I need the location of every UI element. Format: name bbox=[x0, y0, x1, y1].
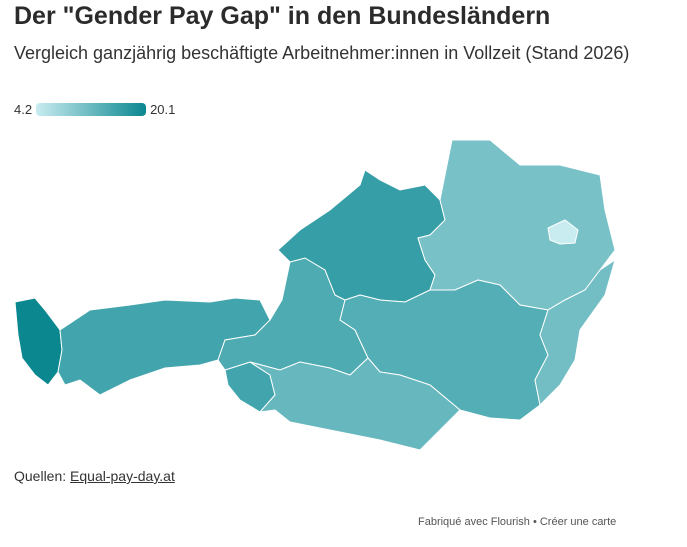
region[interactable] bbox=[534, 258, 616, 407]
legend-max: 20.1 bbox=[150, 102, 176, 117]
region[interactable] bbox=[14, 297, 63, 386]
source: Quellen: Equal-pay-day.at bbox=[14, 468, 175, 484]
source-label: Quellen: bbox=[14, 468, 67, 484]
region[interactable] bbox=[547, 219, 579, 245]
map bbox=[14, 139, 616, 451]
credit[interactable]: Fabriqué avec Flourish • Créer une carte bbox=[418, 516, 617, 528]
subtitle: Vergleich ganzjährig beschäftigte Arbeit… bbox=[14, 43, 630, 63]
region[interactable] bbox=[417, 139, 616, 311]
legend-gradient bbox=[36, 103, 147, 116]
title: Der "Gender Pay Gap" in den Bundesländer… bbox=[14, 2, 551, 30]
legend-min: 4.2 bbox=[14, 102, 33, 117]
legend: 4.2 20.1 bbox=[14, 102, 175, 117]
source-link[interactable]: Equal-pay-day.at bbox=[70, 468, 175, 484]
region[interactable] bbox=[249, 357, 461, 451]
